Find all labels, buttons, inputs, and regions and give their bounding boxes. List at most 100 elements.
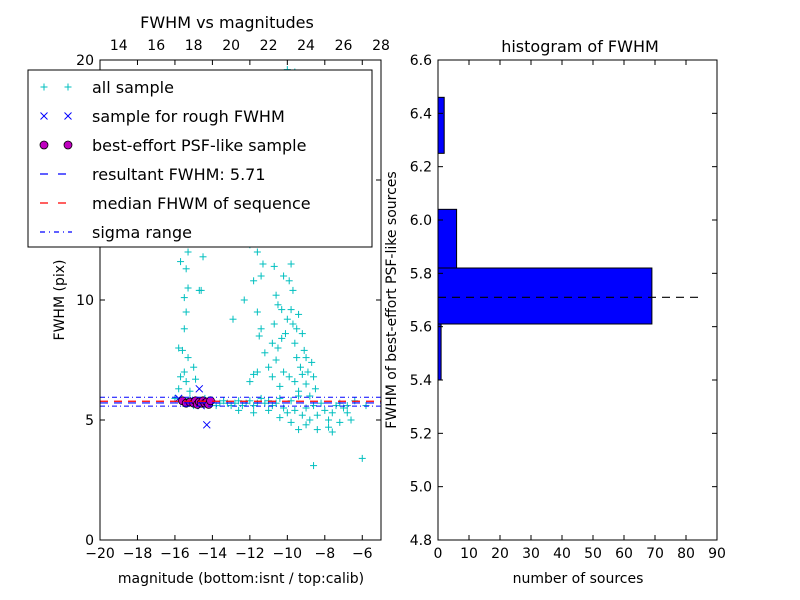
y-tick-label: 6.6 [410,53,432,69]
all-sample-point [287,306,295,314]
all-sample-point [283,315,291,323]
all-sample-point [302,404,310,412]
y-tick-label: 5.0 [410,480,432,496]
y-tick-label: 5.6 [410,320,432,336]
histogram-bar [437,267,653,325]
x-tick-label: 20 [491,546,509,562]
all-sample-point [276,382,284,390]
all-sample-point [300,346,308,354]
all-sample-point [192,375,200,383]
all-sample-point [246,378,254,386]
all-sample-point [310,373,318,381]
right-xlabel: number of sources [513,571,644,587]
all-sample-point [306,392,314,400]
legend-item: sample for rough FWHM [40,107,285,126]
all-sample-point [199,253,207,261]
all-sample-point [302,421,310,429]
all-sample-point [180,294,188,302]
rough-fwhm-point [195,384,204,393]
all-sample-point [253,368,261,376]
right-ylabel: FWHM of best-effort PSF-like sources [384,171,400,428]
legend-label: median FHWM of sequence [92,194,311,213]
all-sample-point [250,409,258,417]
x-tick-label: 10 [460,546,478,562]
legend-marker [64,83,72,91]
y-tick-label: 6.2 [410,160,432,176]
y-tick-label: 6.4 [410,106,432,122]
legend-marker [40,112,48,120]
histogram-bar [437,96,445,154]
all-sample-point [276,414,284,422]
x-tick-label: 80 [677,546,695,562]
left-panel: −20 −18 −16 −14 −12 −10 −8 −6 14 16 18 20 22 24 26 28 0 5… [27,13,390,587]
legend-marker [63,140,73,150]
all-sample-point [358,454,366,462]
all-sample-point [325,423,333,431]
all-sample-point [240,296,248,304]
x-tick-label: 40 [553,546,571,562]
all-sample-point [295,426,303,434]
y-tick-label: 4.8 [410,533,432,549]
left-ylabel: FWHM (pix) [52,260,68,341]
y-tick-label: 5.8 [410,266,432,282]
all-sample-point [306,416,314,424]
legend-label: all sample [92,78,174,97]
right-title: histogram of FWHM [501,37,659,56]
all-sample-point [182,378,190,386]
x-tick-label: 90 [708,546,726,562]
all-sample-point [298,411,306,419]
all-sample-point [265,406,273,414]
all-sample-point [190,363,198,371]
legend-marker [64,112,72,120]
all-sample-point [186,387,194,395]
all-sample-point [178,346,186,354]
all-sample-point [261,349,269,357]
all-sample-point [347,416,355,424]
all-sample-point [278,306,286,314]
all-sample-point [291,339,299,347]
legend-box [27,69,373,248]
top-x-tick-label: 18 [185,38,203,54]
all-sample-point [265,363,273,371]
top-x-tick-label: 20 [222,38,240,54]
all-sample-point [328,428,336,436]
legend-item: all sample [40,78,174,97]
top-x-tick-label: 26 [335,38,353,54]
legend-marker [40,83,48,91]
histogram-bars [437,96,653,381]
all-sample-point [182,308,190,316]
all-sample-point [281,330,289,338]
x-tick-label: 60 [615,546,633,562]
left-xlabel: magnitude (bottom:isnt / top:calib) [118,571,364,587]
all-sample-point [313,411,321,419]
all-sample-point [274,301,282,309]
legend-item: resultant FWHM: 5.71 [40,165,266,184]
all-sample-point [250,277,258,285]
x-tick-label: 70 [646,546,664,562]
all-sample-point [328,409,336,417]
all-sample-point [272,356,280,364]
all-sample-point [276,394,284,402]
all-sample-point [257,325,265,333]
x-tick-label: −18 [123,546,153,562]
legend-label: sigma range [92,223,192,242]
x-tick-label: −6 [352,546,373,562]
legend-label: best-effort PSF-like sample [92,136,306,155]
all-sample-point [268,373,276,381]
all-sample-point [253,248,261,256]
all-sample-point [285,277,293,285]
all-sample-point [280,404,288,412]
histogram-bar [437,208,458,269]
top-x-tick-label: 14 [110,38,128,54]
y-tick-label: 5 [85,413,94,429]
all-sample-point [184,284,192,292]
all-sample-point [184,354,192,362]
rough-fwhm-point [202,420,211,429]
legend-marker [39,140,49,150]
all-sample-point [229,315,237,323]
all-sample-point [317,399,325,407]
all-sample-point [180,325,188,333]
all-sample-point [184,248,192,256]
all-sample-point [298,370,306,378]
all-sample-point [274,344,282,352]
